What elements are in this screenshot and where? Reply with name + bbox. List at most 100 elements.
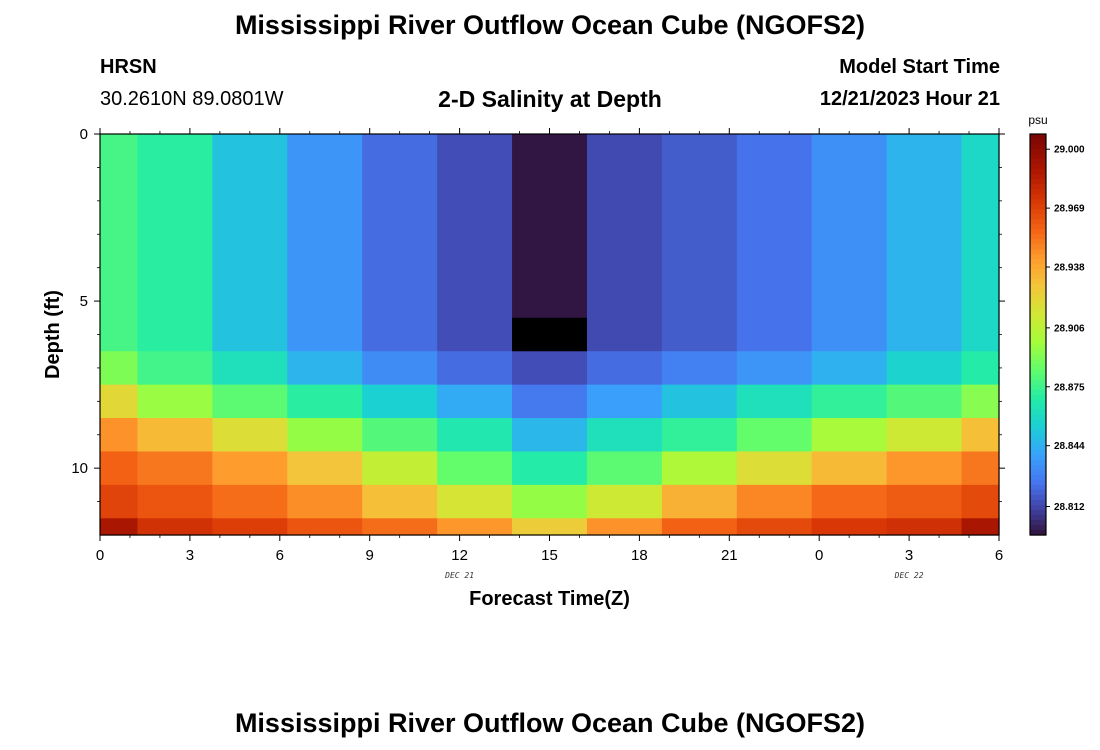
colorbar-band	[1030, 384, 1046, 391]
heatmap-cell	[512, 451, 588, 486]
heatmap-cell	[287, 384, 363, 419]
heatmap-cell	[137, 418, 213, 453]
colorbar-band	[1030, 234, 1046, 240]
heatmap-cell	[886, 518, 963, 536]
heatmap-cell	[362, 451, 438, 486]
colorbar-band	[1030, 159, 1046, 165]
colorbar-band	[1030, 229, 1046, 235]
colorbar-frame	[1029, 133, 1047, 536]
colorbar-band	[1030, 274, 1046, 280]
heatmap-cell	[137, 134, 213, 352]
x-tick-label: 3	[905, 547, 913, 564]
x-tick-label: 18	[631, 547, 648, 564]
heatmap-cell	[287, 451, 363, 486]
colorbar-band	[1030, 474, 1046, 481]
x-tick-label: 15	[541, 547, 558, 564]
heatmap-cell	[961, 451, 1000, 486]
heatmap-cell	[661, 351, 738, 386]
heatmap-cell	[811, 451, 888, 486]
station-name: HRSN	[100, 56, 157, 78]
heatmap-cell	[100, 134, 139, 352]
colorbar-band	[1030, 199, 1046, 205]
heatmap-cell	[100, 451, 139, 486]
colorbar-band	[1030, 359, 1046, 366]
heatmap-cell	[736, 518, 813, 536]
heatmap-cell	[212, 484, 288, 519]
x-tick-label: 0	[96, 547, 104, 564]
colorbar-band	[1030, 279, 1046, 285]
x-tick-label: 0	[815, 547, 823, 564]
heatmap-cell	[586, 418, 663, 453]
colorbar-band	[1030, 254, 1046, 260]
station-coordinates: 30.2610N 89.0801W	[100, 88, 284, 110]
colorbar-tick-label: 28.844	[1054, 441, 1085, 452]
colorbar-band	[1030, 334, 1046, 341]
heatmap-cell	[362, 418, 438, 453]
heatmap-cell	[137, 351, 213, 386]
heatmap-cell	[886, 418, 963, 453]
colorbar-band	[1030, 389, 1046, 396]
colorbar-band	[1030, 469, 1046, 476]
heatmap-cell	[586, 351, 663, 386]
colorbar-band	[1030, 214, 1046, 220]
heatmap-cell	[736, 351, 813, 386]
heatmap-cell	[961, 418, 1000, 453]
heatmap-cell	[811, 518, 888, 536]
colorbar-band	[1030, 209, 1046, 215]
heatmap-cell	[811, 384, 888, 419]
colorbar-band	[1030, 219, 1046, 225]
heatmap-cell	[437, 518, 513, 536]
x-tick-label: 3	[186, 547, 194, 564]
colorbar-band	[1030, 454, 1046, 461]
model-start-label: Model Start Time	[839, 56, 1000, 78]
heatmap-cell	[362, 518, 438, 536]
colorbar-tick-label: 28.969	[1054, 204, 1085, 215]
colorbar-band	[1030, 179, 1046, 185]
colorbar-band	[1030, 369, 1046, 376]
colorbar: 29.000 28.969 28.938 28.906 28.875 28.844 28.8…	[1029, 133, 1085, 536]
colorbar-band	[1030, 319, 1046, 326]
colorbar-band	[1030, 244, 1046, 250]
x-tick-label: 21	[721, 547, 738, 564]
colorbar-band	[1030, 314, 1046, 321]
colorbar-band	[1030, 374, 1046, 381]
colorbar-band	[1030, 529, 1046, 536]
heatmap-cell	[287, 418, 363, 453]
heatmap-cell	[137, 484, 213, 519]
heatmap-cell	[661, 384, 738, 419]
x-tick-label: 6	[276, 547, 284, 564]
colorbar-band	[1030, 339, 1046, 346]
colorbar-band	[1030, 509, 1046, 516]
heatmap-cell	[212, 384, 288, 419]
heatmap-cell	[811, 134, 888, 352]
heatmap-cell	[287, 518, 363, 536]
colorbar-band	[1030, 164, 1046, 170]
heatmap-cell	[100, 351, 139, 386]
heatmap-cell	[137, 518, 213, 536]
heatmap-cell	[736, 418, 813, 453]
colorbar-band	[1030, 134, 1046, 140]
colorbar-band	[1030, 449, 1046, 456]
colorbar-band	[1030, 429, 1046, 436]
heatmap-cell	[212, 518, 288, 536]
colorbar-band	[1030, 269, 1046, 275]
heatmap-cell	[512, 518, 588, 536]
heatmap-cell	[512, 351, 588, 386]
chart-title: Mississippi River Outflow Ocean Cube (NG…	[234, 10, 866, 40]
colorbar-band	[1030, 144, 1046, 150]
colorbar-band	[1030, 324, 1046, 331]
colorbar-band	[1030, 499, 1046, 506]
colorbar-band	[1030, 414, 1046, 421]
colorbar-band	[1030, 519, 1046, 526]
colorbar-band	[1030, 484, 1046, 491]
heatmap-cell	[886, 451, 963, 486]
colorbar-tick-label: 28.812	[1054, 502, 1085, 513]
colorbar-band	[1030, 349, 1046, 356]
heatmap-cell	[212, 418, 288, 453]
masked-cell	[512, 317, 587, 352]
heatmap-cell	[362, 134, 438, 352]
heatmap-cell	[437, 351, 513, 386]
heatmap-cell	[811, 351, 888, 386]
colorbar-band	[1030, 194, 1046, 200]
colorbar-band	[1030, 379, 1046, 386]
